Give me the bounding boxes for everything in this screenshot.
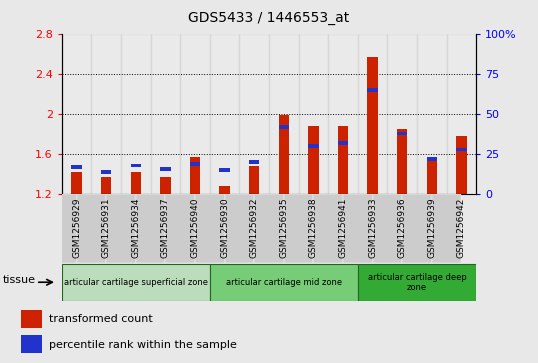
Bar xyxy=(249,160,259,164)
Text: GSM1256939: GSM1256939 xyxy=(427,197,436,258)
Bar xyxy=(338,141,348,145)
FancyBboxPatch shape xyxy=(77,194,106,263)
FancyBboxPatch shape xyxy=(225,194,254,263)
Text: GDS5433 / 1446553_at: GDS5433 / 1446553_at xyxy=(188,11,350,25)
Bar xyxy=(447,34,476,194)
Text: GSM1256933: GSM1256933 xyxy=(368,197,377,258)
FancyBboxPatch shape xyxy=(372,194,402,263)
FancyBboxPatch shape xyxy=(313,194,343,263)
Text: articular cartilage mid zone: articular cartilage mid zone xyxy=(226,278,342,287)
Text: articular cartilage deep
zone: articular cartilage deep zone xyxy=(367,273,466,292)
Text: GSM1256929: GSM1256929 xyxy=(72,197,81,258)
Bar xyxy=(299,34,328,194)
Bar xyxy=(131,172,141,194)
Text: GSM1256941: GSM1256941 xyxy=(338,197,348,258)
Bar xyxy=(456,136,466,194)
Text: GSM1256937: GSM1256937 xyxy=(161,197,170,258)
Text: GSM1256938: GSM1256938 xyxy=(309,197,318,258)
Text: GSM1256931: GSM1256931 xyxy=(102,197,111,258)
Bar xyxy=(456,148,466,151)
FancyBboxPatch shape xyxy=(62,264,210,301)
Bar xyxy=(220,186,230,194)
Bar xyxy=(220,168,230,172)
Text: GSM1256940: GSM1256940 xyxy=(190,197,200,258)
FancyBboxPatch shape xyxy=(166,194,195,263)
Bar xyxy=(427,157,437,161)
Bar xyxy=(160,177,171,194)
Bar xyxy=(358,34,387,194)
Bar xyxy=(62,34,91,194)
Bar xyxy=(308,144,318,148)
Bar xyxy=(387,34,417,194)
FancyBboxPatch shape xyxy=(254,194,284,263)
Text: articular cartilage superficial zone: articular cartilage superficial zone xyxy=(64,278,208,287)
Bar xyxy=(397,132,407,135)
Bar xyxy=(151,34,180,194)
FancyBboxPatch shape xyxy=(195,194,225,263)
FancyBboxPatch shape xyxy=(106,194,136,263)
Bar xyxy=(72,165,82,169)
Text: GSM1256930: GSM1256930 xyxy=(220,197,229,258)
Bar xyxy=(180,34,210,194)
FancyBboxPatch shape xyxy=(431,194,461,263)
FancyBboxPatch shape xyxy=(402,194,431,263)
Bar xyxy=(131,164,141,167)
Text: GSM1256934: GSM1256934 xyxy=(131,197,140,258)
FancyBboxPatch shape xyxy=(136,194,166,263)
Text: GSM1256935: GSM1256935 xyxy=(279,197,288,258)
Bar xyxy=(121,34,151,194)
Bar xyxy=(338,126,348,194)
Text: tissue: tissue xyxy=(3,275,36,285)
Bar xyxy=(367,57,378,194)
FancyBboxPatch shape xyxy=(343,194,372,263)
Bar xyxy=(190,162,200,166)
Bar xyxy=(101,170,111,174)
Text: transformed count: transformed count xyxy=(49,314,153,324)
Bar xyxy=(101,177,111,194)
Bar xyxy=(417,34,447,194)
Bar xyxy=(279,115,289,194)
Bar xyxy=(239,34,269,194)
Text: GSM1256932: GSM1256932 xyxy=(250,197,259,258)
Text: percentile rank within the sample: percentile rank within the sample xyxy=(49,339,237,350)
Bar xyxy=(249,166,259,194)
Bar xyxy=(328,34,358,194)
Bar xyxy=(367,89,378,92)
Bar xyxy=(279,125,289,129)
FancyBboxPatch shape xyxy=(210,264,358,301)
Bar xyxy=(91,34,121,194)
Bar xyxy=(427,157,437,194)
Text: GSM1256936: GSM1256936 xyxy=(398,197,407,258)
FancyBboxPatch shape xyxy=(47,194,77,263)
Bar xyxy=(72,172,82,194)
FancyBboxPatch shape xyxy=(358,264,476,301)
Bar xyxy=(190,157,200,194)
Bar xyxy=(308,126,318,194)
Bar xyxy=(160,167,171,171)
Bar xyxy=(21,310,42,328)
Bar xyxy=(397,129,407,194)
FancyBboxPatch shape xyxy=(284,194,313,263)
Bar xyxy=(21,335,42,353)
Bar xyxy=(269,34,299,194)
Bar xyxy=(210,34,239,194)
Text: GSM1256942: GSM1256942 xyxy=(457,197,466,258)
